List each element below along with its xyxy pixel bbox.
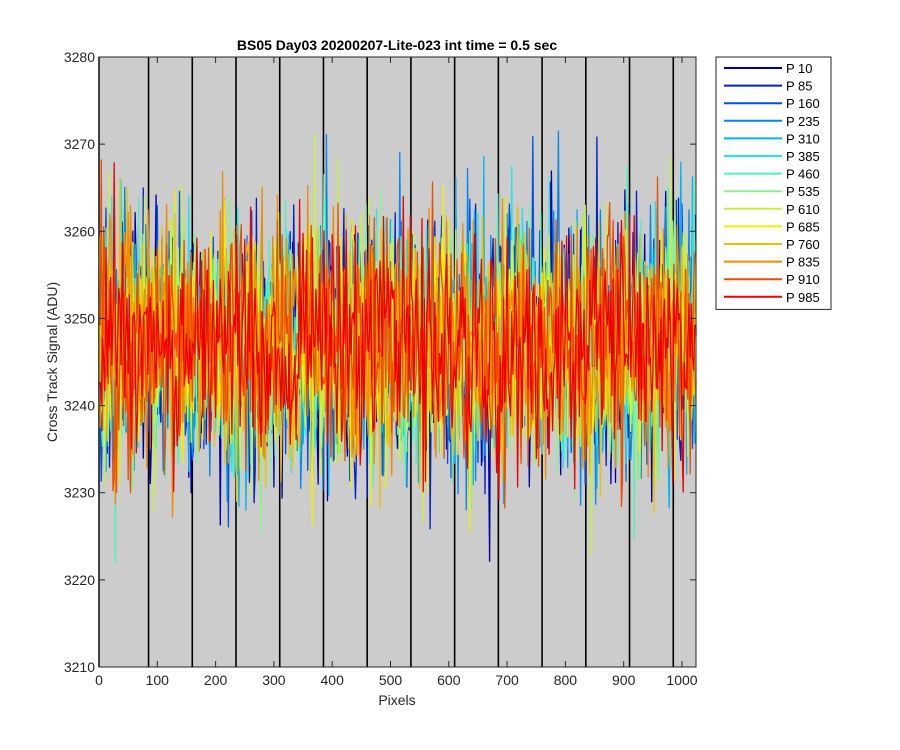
legend: P 10 P 85 P 160 P 235 P 310 P 385 P 460 P 535 P …: [715, 56, 832, 310]
x-tick-label-6: 600: [437, 672, 461, 688]
legend-label-4: P 310: [786, 131, 820, 146]
x-tick-label-9: 900: [612, 672, 636, 688]
y-tick-label-0: 3210: [64, 659, 95, 675]
y-tick-label-1: 3220: [64, 572, 95, 588]
legend-label-7: P 535: [786, 184, 820, 199]
series-line-p835: [98, 170, 697, 519]
x-tick-label-7: 700: [495, 672, 519, 688]
legend-label-5: P 385: [786, 149, 820, 164]
series-lines: [98, 130, 697, 564]
x-axis-ticks: 0 100 200 300 400 500 600 700 800 900 1000: [95, 57, 698, 688]
y-tick-label-4: 3250: [64, 310, 95, 326]
legend-label-12: P 910: [786, 272, 820, 287]
y-tick-label-6: 3270: [64, 136, 95, 152]
legend-label-1: P 85: [786, 79, 813, 94]
x-tick-label-5: 500: [379, 672, 403, 688]
legend-label-2: P 160: [786, 96, 820, 111]
y-axis-label: Cross Track Signal (ADU): [44, 282, 60, 442]
x-tick-label-2: 200: [204, 672, 228, 688]
x-tick-label-10: 1000: [666, 672, 697, 688]
x-tick-label-4: 400: [321, 672, 345, 688]
y-tick-label-7: 3280: [64, 49, 95, 65]
legend-box: [715, 56, 832, 310]
plot-frame: [98, 56, 697, 668]
legend-label-13: P 985: [786, 290, 820, 305]
series-line-p985: [98, 162, 697, 501]
x-tick-label-3: 300: [262, 672, 286, 688]
legend-label-3: P 235: [786, 114, 820, 129]
legend-label-11: P 835: [786, 255, 820, 270]
y-tick-label-3: 3240: [64, 398, 95, 414]
chart-title: BS05 Day03 20200207-Lite-023 int time = …: [237, 37, 557, 53]
legend-label-8: P 610: [786, 202, 820, 217]
legend-label-6: P 460: [786, 167, 820, 182]
y-axis-ticks: 3210 3220 3230 3240 3250 3260 3270 3280: [64, 49, 696, 675]
x-tick-label-0: 0: [95, 672, 103, 688]
legend-label-0: P 10: [786, 61, 813, 76]
y-tick-label-5: 3260: [64, 223, 95, 239]
legend-label-9: P 685: [786, 219, 820, 234]
y-tick-label-2: 3230: [64, 485, 95, 501]
x-axis-label: Pixels: [378, 692, 415, 708]
x-tick-label-1: 100: [146, 672, 170, 688]
x-tick-label-8: 800: [554, 672, 578, 688]
legend-label-10: P 760: [786, 237, 820, 252]
